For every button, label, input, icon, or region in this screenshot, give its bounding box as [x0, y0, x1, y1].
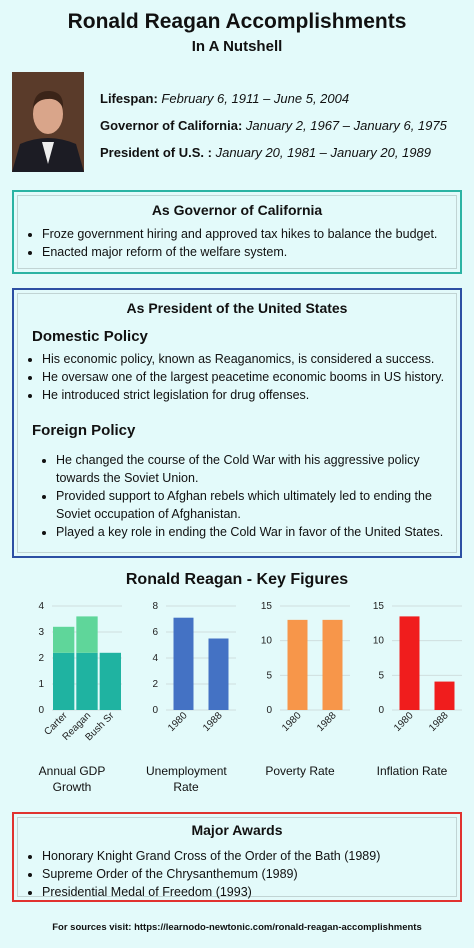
- chart-title: Inflation Rate: [376, 764, 448, 778]
- y-tick-label: 0: [38, 705, 44, 716]
- bar: [208, 638, 229, 710]
- chart: 0 5 10 15 1980 1988: [261, 601, 350, 734]
- bar: [76, 652, 98, 710]
- x-tick-label: 1988: [315, 710, 339, 734]
- chart: 0 2 4 6 8 1980 1988: [152, 601, 236, 734]
- list-item: He changed the course of the Cold War wi…: [56, 451, 456, 487]
- section-heading: As Governor of California: [151, 202, 323, 218]
- president-box: As President of the United States Domest…: [12, 288, 462, 558]
- figures-title: Ronald Reagan - Key Figures: [125, 571, 349, 588]
- y-tick-label: 10: [373, 636, 385, 647]
- y-tick-label: 15: [261, 601, 273, 612]
- photo: [12, 72, 84, 172]
- y-tick-label: 5: [378, 670, 384, 681]
- fact-label: Governor of California:: [100, 118, 243, 133]
- awards-box: Major Awards Honorary Knight Grand Cross…: [12, 812, 462, 902]
- list-item: Provided support to Afghan rebels which …: [56, 487, 456, 523]
- subheading: Domestic Policy: [32, 328, 148, 345]
- list-item: Froze government hiring and approved tax…: [42, 225, 462, 243]
- list-item: Played a key role in ending the Cold War…: [56, 523, 456, 541]
- y-tick-label: 10: [261, 636, 273, 647]
- y-tick-label: 8: [152, 601, 158, 612]
- footer: For sources visit: https://learnodo-newt…: [52, 922, 422, 933]
- bar: [287, 619, 308, 710]
- fact: Lifespan: February 6, 1911 – June 5, 200…: [100, 91, 349, 106]
- fact-value: January 20, 1981 – January 20, 1989: [215, 145, 431, 160]
- bar: [434, 681, 455, 710]
- y-tick-label: 0: [266, 705, 272, 716]
- chart-title: Poverty Rate: [265, 764, 335, 778]
- x-tick-label: 1980: [166, 710, 190, 734]
- bar: [99, 652, 121, 710]
- x-tick-label: 1980: [280, 710, 304, 734]
- y-tick-label: 4: [152, 653, 158, 664]
- list: Honorary Knight Grand Cross of the Order…: [20, 847, 462, 901]
- fact-label: President of U.S. :: [100, 145, 212, 160]
- fact-value: February 6, 1911 – June 5, 2004: [161, 91, 350, 106]
- bar: [53, 626, 75, 653]
- list-item: Enacted major reform of the welfare syst…: [42, 243, 462, 261]
- title: Ronald Reagan Accomplishments: [67, 10, 407, 33]
- subtitle: In A Nutshell: [191, 38, 283, 55]
- governor-box: As Governor of California Froze governme…: [12, 190, 462, 274]
- chart-title: Unemployment Rate: [146, 764, 227, 794]
- chart: 0 5 10 15 1980 1988: [373, 601, 462, 734]
- fact-value: January 2, 1967 – January 6, 1975: [245, 118, 447, 133]
- bar: [322, 619, 343, 710]
- fact-label: Lifespan:: [100, 91, 158, 106]
- y-tick-label: 2: [152, 679, 158, 690]
- bar: [399, 616, 420, 710]
- y-tick-label: 3: [38, 627, 44, 638]
- bar: [53, 652, 75, 710]
- y-tick-label: 15: [373, 601, 385, 612]
- fact: Governor of California: January 2, 1967 …: [100, 118, 447, 133]
- fact: President of U.S. : January 20, 1981 – J…: [100, 145, 431, 160]
- section-heading: Major Awards: [191, 822, 283, 838]
- x-tick-label: 1980: [392, 710, 416, 734]
- x-tick-label: 1988: [427, 710, 451, 734]
- y-tick-label: 0: [152, 705, 158, 716]
- bar: [173, 617, 194, 710]
- section-heading: As President of the United States: [126, 300, 348, 316]
- list-item: Honorary Knight Grand Cross of the Order…: [42, 847, 462, 865]
- subheading: Foreign Policy: [32, 422, 136, 439]
- y-tick-label: 6: [152, 627, 158, 638]
- x-tick-label: 1988: [201, 710, 225, 734]
- list: Froze government hiring and approved tax…: [20, 225, 462, 261]
- y-tick-label: 0: [378, 705, 384, 716]
- list: His economic policy, known as Reaganomic…: [20, 350, 467, 404]
- list-item: He introduced strict legislation for dru…: [42, 386, 467, 404]
- list-item: Presidential Medal of Freedom (1993): [42, 883, 462, 901]
- list: He changed the course of the Cold War wi…: [34, 451, 456, 541]
- bar: [76, 616, 98, 653]
- y-tick-label: 5: [266, 670, 272, 681]
- list-item: Supreme Order of the Chrysanthemum (1989…: [42, 865, 462, 883]
- y-tick-label: 4: [38, 601, 44, 612]
- list-item: He oversaw one of the largest peacetime …: [42, 368, 467, 386]
- chart-title: Annual GDP Growth: [38, 764, 106, 794]
- y-tick-label: 2: [38, 653, 44, 664]
- y-tick-label: 1: [38, 679, 44, 690]
- list-item: His economic policy, known as Reaganomic…: [42, 350, 467, 368]
